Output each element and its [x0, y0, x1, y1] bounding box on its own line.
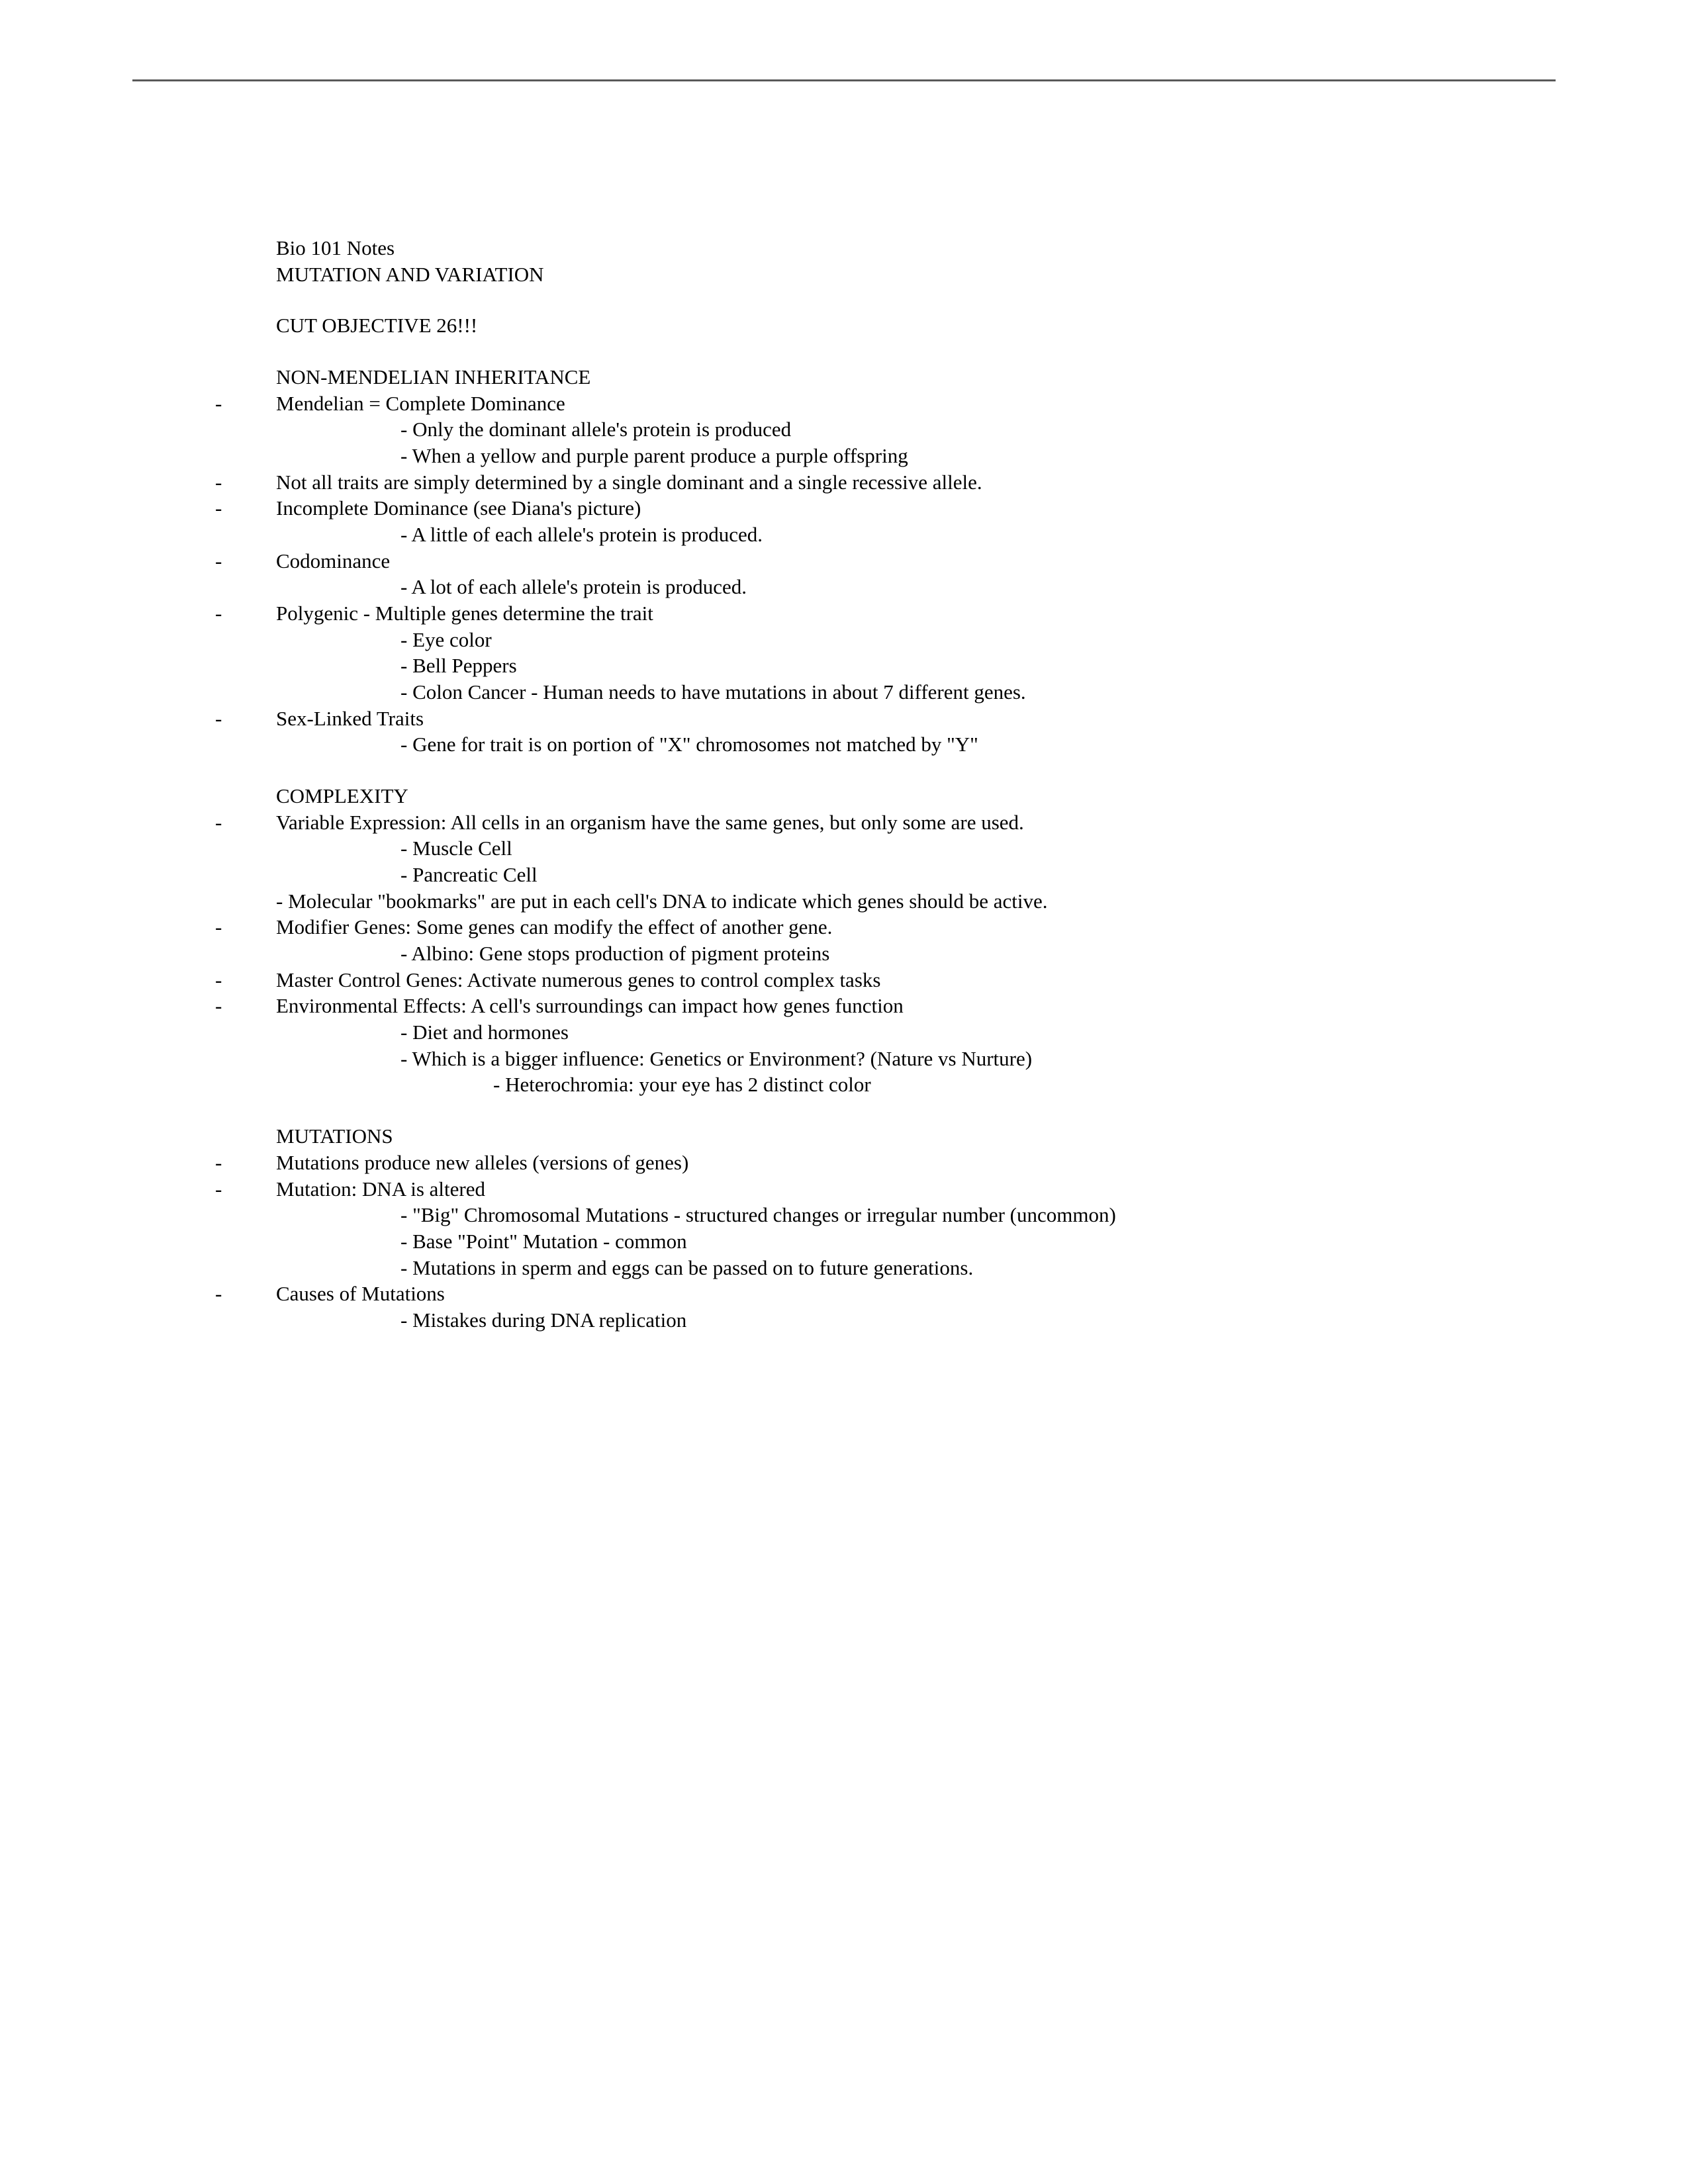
item-text: Polygenic - Multiple genes determine the…: [276, 600, 1516, 627]
bullet-dash-icon: -: [215, 495, 248, 522]
item-text: Incomplete Dominance (see Diana's pictur…: [276, 495, 1516, 522]
sub-item: - Which is a bigger influence: Genetics …: [400, 1046, 1516, 1072]
sub-item: - Gene for trait is on portion of "X" ch…: [400, 731, 1516, 758]
list-item: - Polygenic - Multiple genes determine t…: [215, 600, 1516, 627]
bullet-dash-icon: -: [215, 1150, 248, 1176]
item-text: Master Control Genes: Activate numerous …: [276, 967, 1516, 993]
sub-item: - A little of each allele's protein is p…: [400, 522, 1516, 548]
item-text: Mutation: DNA is altered: [276, 1176, 1516, 1203]
bullet-dash-icon: -: [215, 705, 248, 732]
item-text: Mutations produce new alleles (versions …: [276, 1150, 1516, 1176]
bullet-dash-icon: -: [215, 548, 248, 574]
header-rule: [132, 79, 1556, 81]
list-item: - Causes of Mutations: [215, 1281, 1516, 1307]
list-item: - Mutations produce new alleles (version…: [215, 1150, 1516, 1176]
list-item: - Master Control Genes: Activate numerou…: [215, 967, 1516, 993]
sub-item: - Eye color: [400, 627, 1516, 653]
list-item: - Sex-Linked Traits: [215, 705, 1516, 732]
bullet-dash-icon: -: [215, 1176, 248, 1203]
topic-title: MUTATION AND VARIATION: [276, 261, 1516, 288]
list-item: - Environmental Effects: A cell's surrou…: [215, 993, 1516, 1019]
item-text: Sex-Linked Traits: [276, 705, 1516, 732]
list-item: - Variable Expression: All cells in an o…: [215, 809, 1516, 836]
list-item: - Codominance: [215, 548, 1516, 574]
section-title: NON-MENDELIAN INHERITANCE: [276, 364, 1516, 390]
course-title: Bio 101 Notes: [276, 235, 1516, 261]
header-block: Bio 101 Notes MUTATION AND VARIATION: [215, 235, 1516, 287]
section-title: COMPLEXITY: [276, 783, 1516, 809]
list-item: - Mendelian = Complete Dominance: [215, 390, 1516, 417]
list-item: - Mutation: DNA is altered: [215, 1176, 1516, 1203]
section-non-mendelian: NON-MENDELIAN INHERITANCE - Mendelian = …: [215, 364, 1516, 758]
sub-item: - Mutations in sperm and eggs can be pas…: [400, 1255, 1516, 1281]
section-title: MUTATIONS: [276, 1123, 1516, 1150]
bullet-dash-icon: -: [215, 914, 248, 940]
bullet-dash-icon: -: [215, 390, 248, 417]
sub-sub-item: - Heterochromia: your eye has 2 distinct…: [493, 1071, 1516, 1098]
cut-objective: CUT OBJECTIVE 26!!!: [215, 312, 1516, 339]
bullet-dash-icon: -: [215, 1281, 248, 1307]
sub-item: - Base "Point" Mutation - common: [400, 1228, 1516, 1255]
sub-item: - Colon Cancer - Human needs to have mut…: [400, 679, 1516, 705]
document-body: Bio 101 Notes MUTATION AND VARIATION CUT…: [215, 235, 1516, 1359]
bullet-dash-icon: -: [215, 993, 248, 1019]
list-item: - Incomplete Dominance (see Diana's pict…: [215, 495, 1516, 522]
cut-objective-text: CUT OBJECTIVE 26!!!: [276, 312, 1516, 339]
sub-item: - Bell Peppers: [400, 653, 1516, 679]
item-text: Modifier Genes: Some genes can modify th…: [276, 914, 1516, 940]
sub-item: - Only the dominant allele's protein is …: [400, 416, 1516, 443]
bullet-dash-icon: -: [215, 469, 248, 496]
bullet-dash-icon: -: [215, 809, 248, 836]
sub-item: - Diet and hormones: [400, 1019, 1516, 1046]
list-item-continuation: - Molecular "bookmarks" are put in each …: [276, 888, 1516, 915]
sub-item: - When a yellow and purple parent produc…: [400, 443, 1516, 469]
item-text: Codominance: [276, 548, 1516, 574]
section-complexity: COMPLEXITY - Variable Expression: All ce…: [215, 783, 1516, 1098]
item-text: Not all traits are simply determined by …: [276, 469, 1516, 496]
sub-item: - Albino: Gene stops production of pigme…: [400, 940, 1516, 967]
sub-item: - A lot of each allele's protein is prod…: [400, 574, 1516, 600]
item-text: Mendelian = Complete Dominance: [276, 390, 1516, 417]
list-item: - Modifier Genes: Some genes can modify …: [215, 914, 1516, 940]
sub-item: - "Big" Chromosomal Mutations - structur…: [400, 1202, 1516, 1228]
list-item: - Not all traits are simply determined b…: [215, 469, 1516, 496]
item-text: Causes of Mutations: [276, 1281, 1516, 1307]
item-text: Variable Expression: All cells in an org…: [276, 809, 1516, 836]
bullet-dash-icon: -: [215, 600, 248, 627]
sub-item: - Muscle Cell: [400, 835, 1516, 862]
section-mutations: MUTATIONS - Mutations produce new allele…: [215, 1123, 1516, 1333]
item-text: Environmental Effects: A cell's surround…: [276, 993, 1516, 1019]
sub-item: - Pancreatic Cell: [400, 862, 1516, 888]
bullet-dash-icon: -: [215, 967, 248, 993]
sub-item: - Mistakes during DNA replication: [400, 1307, 1516, 1334]
